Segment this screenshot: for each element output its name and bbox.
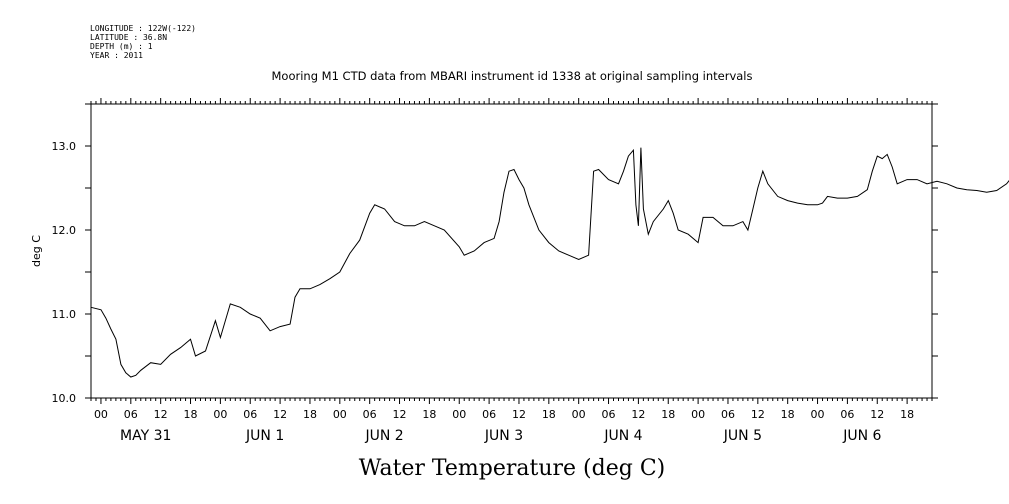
series-line	[90, 147, 1009, 378]
x-tick-label: 06	[243, 408, 257, 421]
x-tick-label: 00	[333, 408, 347, 421]
x-day-label: MAY 31	[120, 428, 171, 444]
x-tick-label: 12	[631, 408, 645, 421]
x-day-label: JUN 6	[842, 428, 881, 444]
x-tick-label: 18	[422, 408, 436, 421]
y-tick-label: 10.0	[52, 392, 77, 405]
meta-line-year: YEAR : 2011	[90, 51, 143, 60]
x-day-label: JUN 4	[603, 428, 642, 444]
x-tick-label: 06	[602, 408, 616, 421]
chart-title: Mooring M1 CTD data from MBARI instrumen…	[272, 69, 753, 83]
x-tick-label: 18	[184, 408, 198, 421]
meta-line-depth: DEPTH (m) : 1	[90, 42, 153, 51]
x-tick-label: 18	[303, 408, 317, 421]
x-day-label: JUN 1	[245, 428, 284, 444]
meta-line-longitude: LONGITUDE : 122W(-122)	[90, 24, 196, 33]
x-tick-label: 00	[94, 408, 108, 421]
x-tick-label: 18	[661, 408, 675, 421]
x-tick-label: 00	[811, 408, 825, 421]
x-tick-label: 12	[751, 408, 765, 421]
x-tick-label: 18	[542, 408, 556, 421]
x-tick-label: 06	[363, 408, 377, 421]
x-tick-label: 00	[452, 408, 466, 421]
y-tick-label: 13.0	[52, 140, 77, 153]
x-tick-label: 12	[273, 408, 287, 421]
x-tick-label: 06	[721, 408, 735, 421]
x-day-label: JUN 5	[723, 428, 762, 444]
x-tick-label: 00	[572, 408, 586, 421]
x-day-labels: MAY 31 JUN 1 JUN 2 JUN 3 JUN 4 JUN 5 JUN 6	[120, 428, 881, 444]
x-tick-label: 12	[512, 408, 526, 421]
metadata-block: LONGITUDE : 122W(-122) LATITUDE : 36.8N …	[90, 24, 196, 60]
x-tick-label: 00	[213, 408, 227, 421]
meta-line-latitude: LATITUDE : 36.8N	[90, 33, 167, 42]
x-tick-label: 00	[691, 408, 705, 421]
x-day-label: JUN 3	[484, 428, 523, 444]
y-tick-label: 11.0	[52, 308, 77, 321]
x-day-label: JUN 2	[364, 428, 403, 444]
axis-ticks	[85, 98, 938, 404]
x-tick-label: 12	[154, 408, 168, 421]
x-tick-label: 12	[393, 408, 407, 421]
plot-frame	[90, 103, 933, 399]
y-tick-labels: 10.0 11.0 12.0 13.0	[52, 140, 77, 405]
x-tick-label: 12	[870, 408, 884, 421]
y-tick-label: 12.0	[52, 224, 77, 237]
y-axis-label: deg C	[30, 235, 43, 267]
x-tick-label: 06	[124, 408, 138, 421]
x-tick-label: 18	[900, 408, 914, 421]
x-tick-label: 18	[781, 408, 795, 421]
x-tick-label: 06	[482, 408, 496, 421]
x-tick-label: 06	[840, 408, 854, 421]
x-axis-title: Water Temperature (deg C)	[359, 456, 666, 481]
x-tick-labels: 00 06 12 18 00 06 12 18 00 06 12 18 00 06 12 18 00 06 12 18…	[94, 408, 914, 421]
